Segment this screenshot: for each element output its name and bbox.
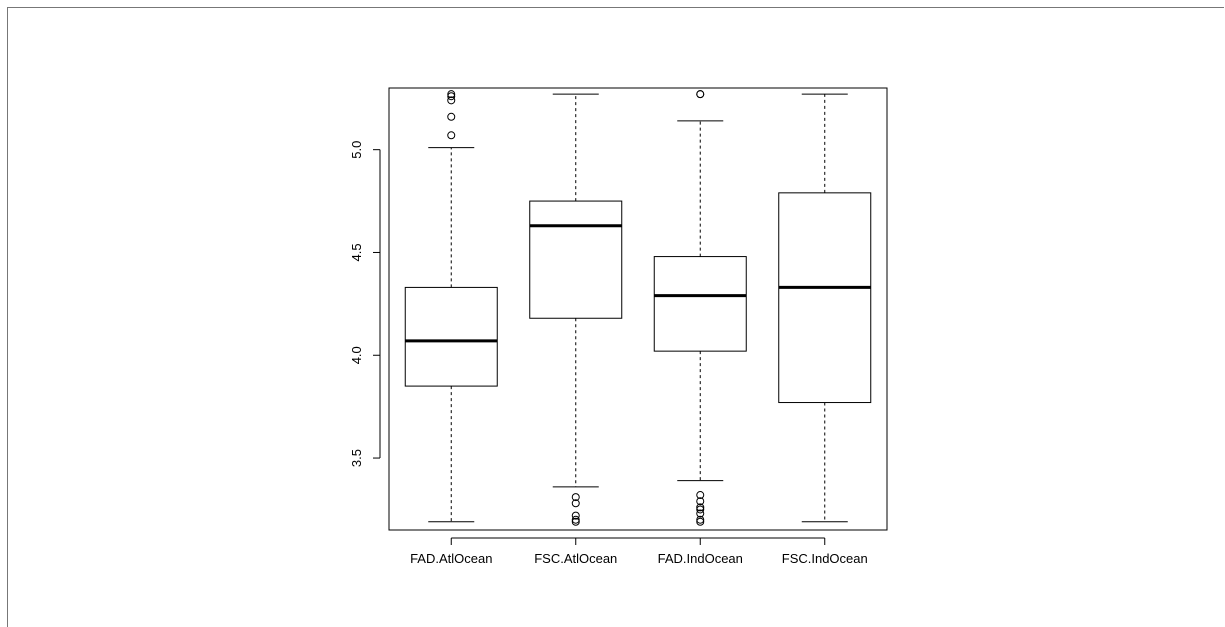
outlier-point [696,90,705,99]
outlier-point [447,96,456,105]
outlier-point [571,499,580,508]
box-iqr [529,200,623,319]
outlier-point [571,515,580,524]
y-tick-label: 3.5 [349,449,364,467]
outlier-point [447,112,456,121]
outlier-point [447,90,456,99]
outlier-point [696,491,705,500]
outlier-point [696,509,705,518]
plot-border [388,87,888,531]
y-tick-label: 4.0 [349,346,364,364]
outlier-point [696,517,705,526]
outlier-point [447,131,456,140]
x-tick-label: FAD.IndOcean [658,551,743,566]
outlier-point [696,503,705,512]
outlier-point [696,505,705,514]
outlier-point [447,92,456,101]
box-iqr [778,192,872,404]
y-tick-label: 5.0 [349,141,364,159]
outlier-point [571,493,580,502]
x-tick-label: FAD.AtlOcean [410,551,492,566]
outlier-point [696,497,705,506]
box-iqr [653,256,747,352]
x-tick-label: FSC.AtlOcean [534,551,617,566]
y-tick-label: 4.5 [349,243,364,261]
outlier-point [571,517,580,526]
x-tick-label: FSC.IndOcean [782,551,868,566]
outlier-point [571,511,580,520]
figure-frame [7,7,1224,627]
outlier-point [696,515,705,524]
box-iqr [404,286,498,387]
